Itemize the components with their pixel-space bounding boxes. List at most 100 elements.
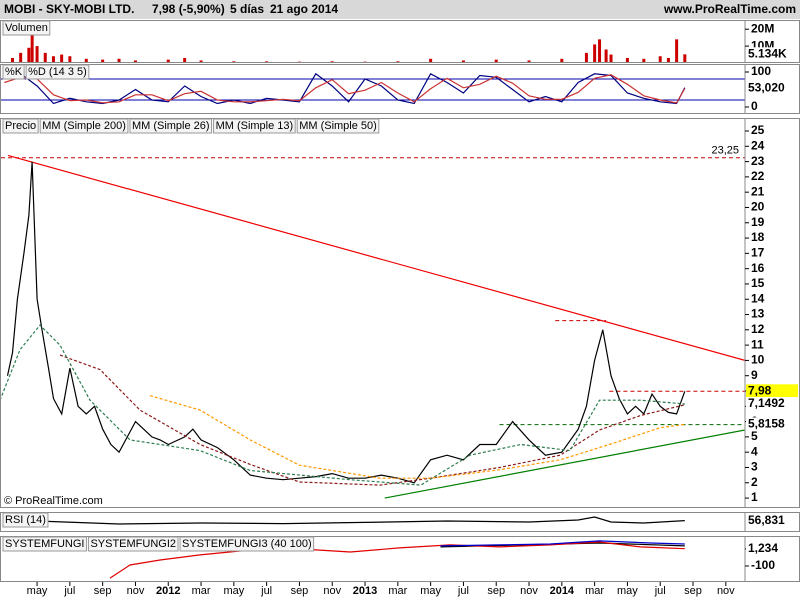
- legend-entry: RSI (14): [5, 514, 46, 526]
- last-value-label: 7,1492: [748, 396, 785, 410]
- series-line: [4, 72, 686, 105]
- x-tick-label: mar: [388, 585, 407, 597]
- volume-bar: [19, 52, 23, 63]
- last-value-label: 7,98: [748, 383, 772, 397]
- legend-box: [25, 64, 90, 80]
- volume-bar: [604, 49, 608, 63]
- x-tick-label: sep: [94, 585, 112, 597]
- horizontal-line-label: 23,25: [711, 145, 739, 157]
- legend-box: [39, 118, 129, 134]
- series-line: [149, 395, 685, 479]
- volume-bar: [527, 60, 531, 63]
- legend-box: [87, 536, 179, 552]
- series-line: [4, 516, 685, 525]
- symbol: MOBI - SKY-MOBI LTD.: [4, 2, 134, 16]
- plot-area: [0, 154, 745, 499]
- legend-box: [296, 118, 380, 134]
- trend-line: [7, 154, 745, 361]
- volume-bar: [30, 25, 34, 63]
- legend-entry: SYSTEMFUNGI3 (40 100): [182, 538, 312, 550]
- price: 7,98 (-5,90%): [152, 2, 225, 16]
- x-tick-label: jul: [654, 585, 666, 597]
- x-tick-label: nov: [520, 585, 538, 597]
- x-tick-label: nov: [127, 585, 145, 597]
- volume-bar: [642, 58, 646, 63]
- volume-bar: [683, 54, 687, 63]
- volume-bar: [117, 58, 121, 63]
- y-tick-label: 100: [751, 64, 771, 78]
- site: www.ProRealTime.com: [663, 2, 796, 16]
- volume-bar: [593, 44, 597, 63]
- y-tick-label: 14: [751, 291, 765, 305]
- last-value-label: 56,831: [748, 513, 785, 527]
- x-tick-label: sep: [487, 585, 505, 597]
- x-tick-label: may: [27, 585, 48, 597]
- trend-line: [384, 429, 745, 499]
- y-tick-label: 16: [751, 261, 765, 275]
- y-tick-label: 10: [751, 353, 765, 367]
- legend-entry: %K: [5, 66, 23, 78]
- legend-box: [179, 536, 315, 552]
- volume-bar: [675, 39, 679, 63]
- y-tick-label: 13: [751, 307, 765, 321]
- last-value-box: [746, 384, 798, 399]
- x-tick-label: may: [420, 585, 441, 597]
- volume-bar: [199, 60, 203, 63]
- last-value-box: [746, 81, 798, 96]
- series-line: [4, 74, 686, 104]
- y-tick-label: 4: [751, 444, 758, 458]
- x-tick-label: jul: [63, 585, 75, 597]
- y-tick-label: 23: [751, 154, 765, 168]
- last-value-label: 53,020: [748, 81, 785, 95]
- volume-bar: [133, 60, 137, 63]
- header-bar: [0, 0, 800, 19]
- x-tick-label: nov: [323, 585, 341, 597]
- legend-entry: Volumen: [5, 22, 48, 34]
- legend-box: [129, 118, 213, 134]
- date: 21 ago 2014: [270, 2, 338, 16]
- series-line: [109, 541, 685, 579]
- volume-bar: [598, 39, 602, 63]
- legend-entry: MM (Simple 26): [132, 120, 210, 132]
- legend-box: [213, 118, 296, 134]
- y-tick-label: 1: [751, 490, 758, 504]
- legend-entry: Precio: [5, 120, 36, 132]
- plot-area: [10, 25, 687, 63]
- y-tick-label: 11: [751, 337, 764, 351]
- last-value-label: 1,234: [748, 541, 778, 555]
- plot-area: [109, 540, 685, 579]
- x-tick-label: 2012: [156, 585, 180, 597]
- last-value-label: 5,8158: [748, 417, 785, 431]
- y-tick-label: 3: [751, 460, 758, 474]
- volume-bar: [35, 46, 39, 63]
- x-tick-label: nov: [717, 585, 735, 597]
- volume-bar: [584, 52, 588, 63]
- volume-bar: [461, 60, 465, 63]
- last-value-box: [746, 541, 798, 556]
- y-tick-label: 12: [751, 322, 765, 336]
- y-tick-label: 18: [751, 230, 765, 244]
- legend-entry: MM (Simple 50): [299, 120, 377, 132]
- last-value-box: [746, 397, 798, 412]
- y-tick-label: 20: [751, 200, 765, 214]
- y-tick-label: 22: [751, 169, 765, 183]
- series-line: [59, 354, 685, 486]
- volume-bar: [68, 56, 72, 63]
- y-tick-label: 24: [751, 138, 765, 152]
- volume-bar: [10, 57, 14, 63]
- last-value-box: [746, 513, 798, 528]
- volume-bar: [84, 58, 88, 63]
- x-tick-label: mar: [585, 585, 604, 597]
- legend-entry: MM (Simple 200): [42, 120, 126, 132]
- x-tick-label: jul: [457, 585, 469, 597]
- series-line: [0, 324, 685, 486]
- x-tick-label: 2013: [353, 585, 377, 597]
- volume-bar: [429, 58, 433, 63]
- volume-bar: [494, 59, 498, 63]
- legend-box: [2, 64, 25, 80]
- x-tick-label: may: [223, 585, 244, 597]
- legend-box: [2, 512, 49, 528]
- y-tick-label: -100: [751, 558, 775, 572]
- x-tick-label: mar: [192, 585, 211, 597]
